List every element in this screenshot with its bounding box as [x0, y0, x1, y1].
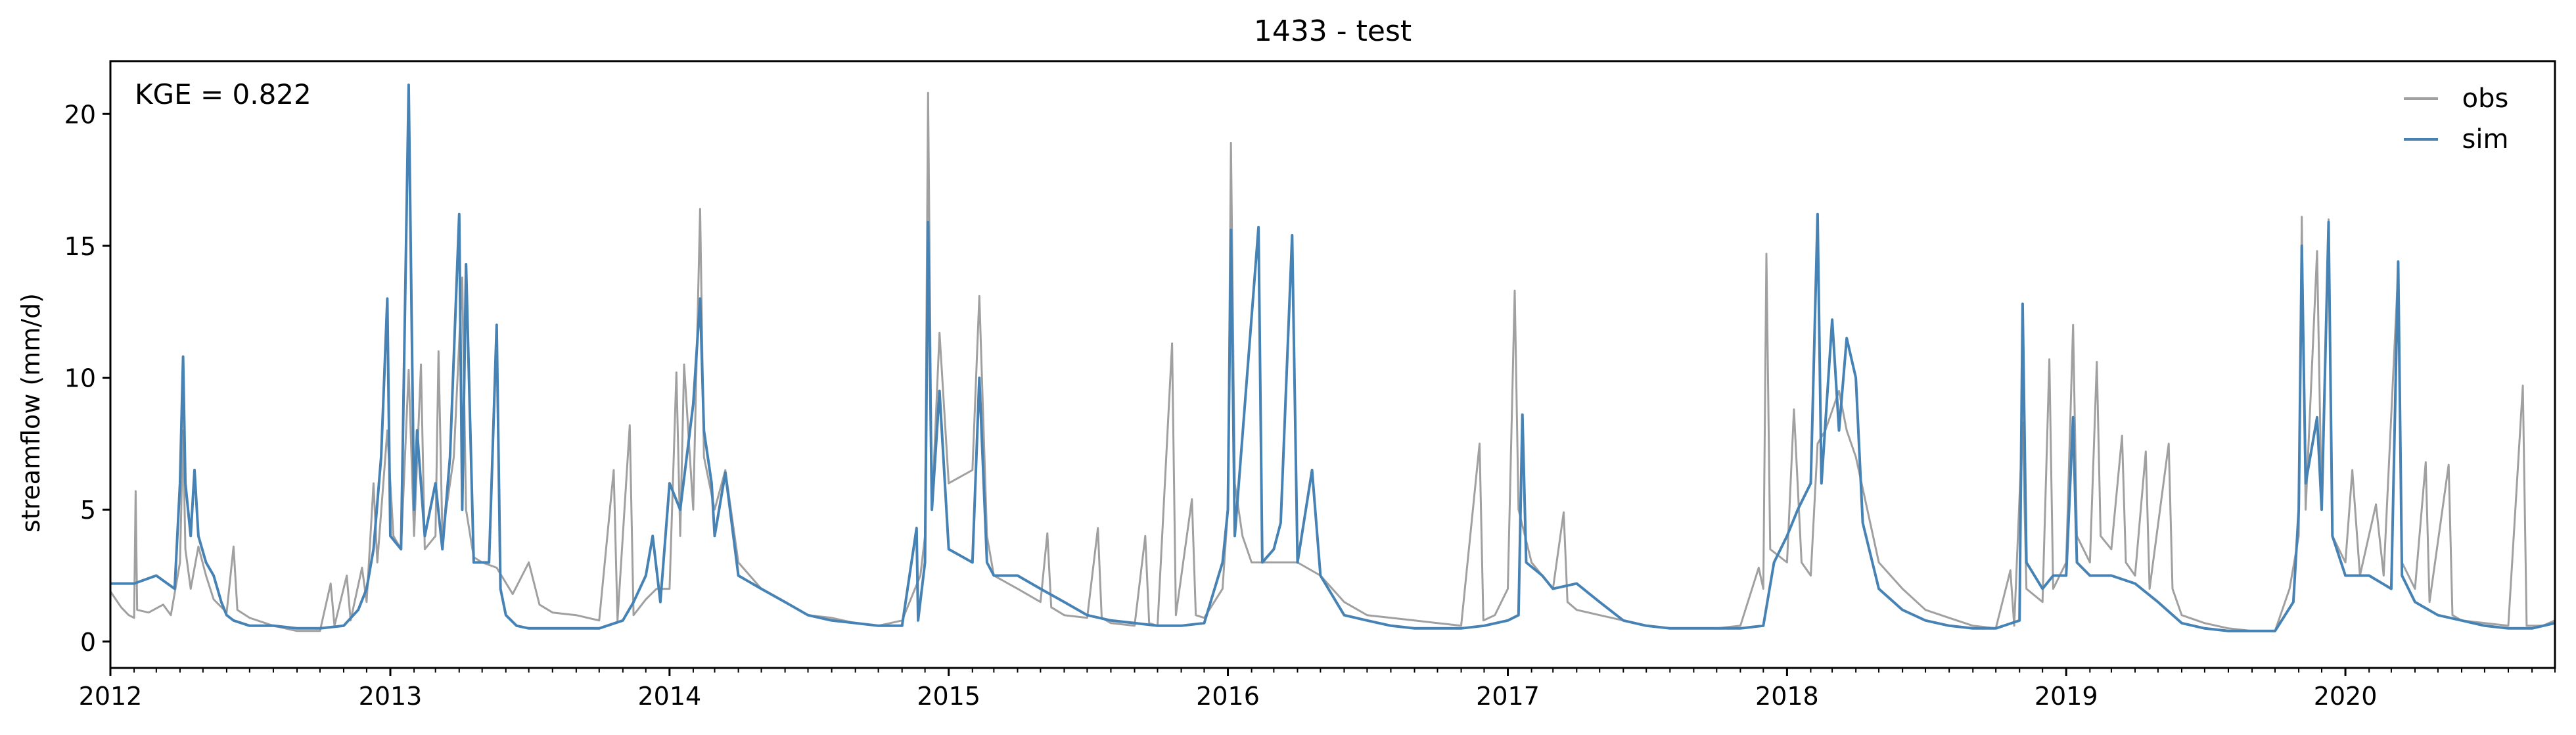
x-tick-label: 2013 — [359, 682, 423, 711]
legend: obs sim — [2404, 83, 2508, 154]
sim-series-layer — [110, 83, 2556, 632]
y-tick-label: 10 — [64, 364, 96, 393]
y-tick-label: 5 — [80, 496, 96, 525]
x-tick-label: 2018 — [1755, 682, 1819, 711]
y-tick-label: 15 — [64, 232, 96, 261]
y-axis: 0 5 10 15 20 — [64, 100, 110, 657]
y-tick-label: 20 — [64, 100, 96, 129]
legend-obs-label: obs — [2462, 83, 2509, 114]
x-axis: 2012 2013 2014 2015 2016 2017 2018 2019 2020 — [79, 668, 2556, 711]
y-axis-label: streamflow (mm/d) — [16, 293, 45, 533]
x-tick-label: 2019 — [2035, 682, 2098, 711]
legend-sim-label: sim — [2462, 124, 2509, 154]
plot-frame — [109, 60, 2556, 669]
x-tick-label: 2015 — [917, 682, 980, 711]
obs-series-layer — [109, 91, 2556, 632]
x-tick-label: 2016 — [1196, 682, 1260, 711]
chart-title: 1433 - test — [1254, 14, 1412, 48]
x-tick-label: 2017 — [1476, 682, 1540, 711]
x-tick-label: 2014 — [637, 682, 701, 711]
sim-series-line — [110, 83, 2556, 632]
y-tick-label: 0 — [80, 628, 96, 657]
x-tick-label: 2012 — [79, 682, 143, 711]
x-tick-label: 2020 — [2314, 682, 2378, 711]
obs-series-line — [109, 91, 2556, 632]
kge-annotation: KGE = 0.822 — [135, 78, 311, 110]
